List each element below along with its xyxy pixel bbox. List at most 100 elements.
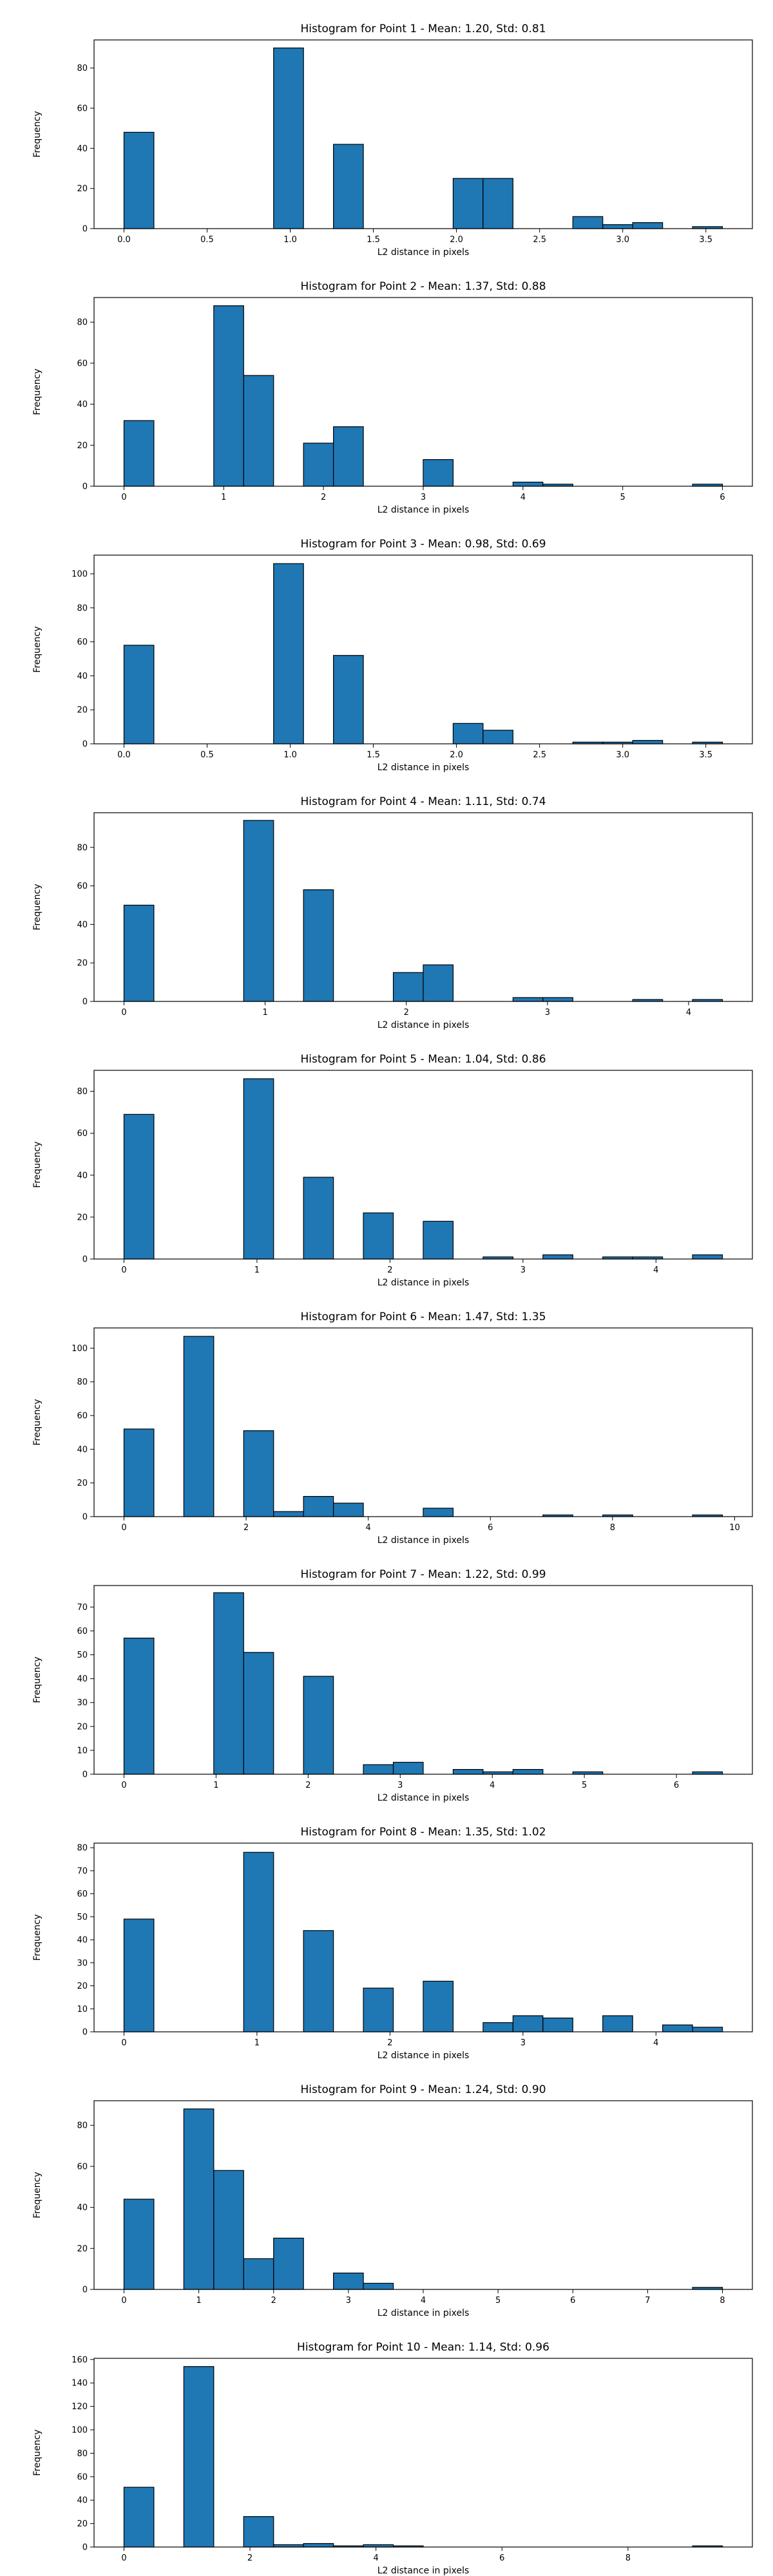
histogram-chart-2: Histogram for Point 2 - Mean: 1.37, Std:… bbox=[32, 280, 753, 515]
x-tick-label: 4 bbox=[520, 493, 526, 502]
histogram-bar bbox=[273, 563, 304, 744]
histogram-bar bbox=[542, 997, 573, 1002]
histogram-bar bbox=[123, 2486, 155, 2548]
x-tick-label: 3 bbox=[397, 1781, 403, 1790]
y-tick-label: 0 bbox=[82, 2543, 88, 2553]
histogram-chart-6: Histogram for Point 6 - Mean: 1.47, Std:… bbox=[32, 1311, 753, 1546]
x-tick-label: 3 bbox=[545, 1008, 550, 1018]
x-tick-label: 1.0 bbox=[283, 750, 297, 760]
x-tick-label: 3.5 bbox=[699, 750, 712, 760]
x-tick-label: 2.0 bbox=[450, 750, 463, 760]
histogram-bar bbox=[123, 1113, 155, 1260]
histogram-bar bbox=[273, 1511, 304, 1517]
histogram-chart-1: Histogram for Point 1 - Mean: 1.20, Std:… bbox=[32, 23, 753, 258]
histogram-bar bbox=[632, 222, 663, 229]
x-tick-label: 2 bbox=[247, 2553, 253, 2563]
y-tick-label: 80 bbox=[77, 603, 88, 613]
plot-frame bbox=[93, 1842, 753, 2032]
histogram-bar bbox=[692, 1254, 723, 1260]
x-tick-label: 8 bbox=[625, 2553, 631, 2563]
x-tick-label: 4 bbox=[374, 2553, 379, 2563]
histogram-bar bbox=[512, 2015, 544, 2032]
histogram-bar bbox=[512, 997, 544, 1002]
histogram-bar bbox=[333, 2272, 364, 2290]
x-tick-label: 7 bbox=[645, 2296, 650, 2306]
y-axis-label: Frequency bbox=[32, 1656, 43, 1703]
y-tick-label: 60 bbox=[77, 1412, 88, 1421]
y-tick-label: 80 bbox=[77, 1087, 88, 1097]
y-tick-label: 80 bbox=[77, 2449, 88, 2459]
x-tick-label: 2 bbox=[321, 493, 326, 502]
histogram-bar bbox=[333, 1502, 364, 1517]
x-axis-label: L2 distance in pixels bbox=[377, 1793, 470, 1803]
histogram-bar bbox=[482, 730, 513, 744]
x-tick-label: 3.0 bbox=[616, 235, 629, 245]
x-tick-label: 4 bbox=[653, 2038, 658, 2048]
histogram-bar bbox=[423, 964, 454, 1002]
y-tick-label: 20 bbox=[77, 441, 88, 451]
x-tick-label: 3.0 bbox=[616, 750, 629, 760]
y-tick-label: 0 bbox=[82, 740, 88, 750]
x-tick-label: 1 bbox=[254, 1265, 260, 1275]
x-tick-label: 0 bbox=[121, 1523, 126, 1533]
histogram-bar bbox=[123, 645, 155, 744]
x-tick-label: 6 bbox=[570, 2296, 575, 2306]
x-tick-label: 6 bbox=[499, 2553, 504, 2563]
x-tick-label: 4 bbox=[490, 1781, 495, 1790]
x-tick-label: 8 bbox=[610, 1523, 615, 1533]
x-tick-label: 1.5 bbox=[367, 750, 380, 760]
chart-title: Histogram for Point 5 - Mean: 1.04, Std:… bbox=[300, 1053, 546, 1066]
x-tick-label: 0.5 bbox=[200, 235, 214, 245]
y-tick-label: 80 bbox=[77, 318, 88, 328]
histogram-bar bbox=[423, 1508, 454, 1517]
y-tick-label: 60 bbox=[77, 882, 88, 891]
y-tick-label: 0 bbox=[82, 998, 88, 1007]
plot-frame bbox=[93, 554, 753, 744]
histogram-bar bbox=[183, 1336, 215, 1517]
histogram-bar bbox=[363, 1212, 394, 1260]
histogram-bar bbox=[213, 2170, 244, 2290]
histogram-bar bbox=[243, 375, 274, 487]
histogram-bar bbox=[123, 904, 155, 1002]
y-tick-label: 70 bbox=[77, 1603, 88, 1613]
histogram-bar bbox=[392, 972, 424, 1002]
histogram-bar bbox=[572, 216, 604, 229]
plot-frame bbox=[93, 812, 753, 1002]
x-tick-label: 2 bbox=[387, 2038, 392, 2048]
y-tick-label: 80 bbox=[77, 2121, 88, 2131]
histogram-bar bbox=[542, 2017, 573, 2032]
x-tick-label: 3 bbox=[346, 2296, 351, 2306]
x-tick-label: 4 bbox=[686, 1008, 691, 1018]
histogram-bar bbox=[123, 1637, 155, 1775]
x-tick-label: 0 bbox=[121, 1781, 126, 1790]
histogram-bar bbox=[512, 1768, 544, 1775]
y-axis-label: Frequency bbox=[32, 2172, 43, 2218]
y-tick-label: 40 bbox=[77, 1674, 88, 1684]
x-tick-label: 5 bbox=[495, 2296, 501, 2306]
histogram-bar bbox=[183, 2366, 215, 2548]
histogram-chart-3: Histogram for Point 3 - Mean: 0.98, Std:… bbox=[32, 538, 753, 773]
histogram-bar bbox=[273, 2237, 304, 2290]
y-tick-label: 120 bbox=[72, 2402, 88, 2412]
y-tick-label: 30 bbox=[77, 1958, 88, 1968]
histogram-bar bbox=[303, 889, 334, 1002]
x-tick-label: 0 bbox=[121, 2038, 126, 2048]
histogram-bar bbox=[243, 1078, 274, 1260]
chart-title: Histogram for Point 1 - Mean: 1.20, Std:… bbox=[300, 23, 546, 35]
y-tick-label: 10 bbox=[77, 2005, 88, 2014]
x-tick-label: 2.0 bbox=[450, 235, 463, 245]
x-tick-label: 3 bbox=[421, 493, 426, 502]
plot-frame bbox=[93, 1585, 753, 1775]
histogram-bar bbox=[692, 2027, 723, 2032]
histogram-bar bbox=[243, 1852, 274, 2032]
x-tick-label: 2 bbox=[271, 2296, 276, 2306]
x-tick-label: 1 bbox=[221, 493, 226, 502]
histogram-bar bbox=[602, 224, 633, 229]
bars bbox=[123, 1336, 723, 1517]
histogram-bar bbox=[243, 1430, 274, 1517]
y-tick-label: 60 bbox=[77, 2472, 88, 2482]
x-axis-label: L2 distance in pixels bbox=[377, 762, 470, 773]
y-tick-label: 50 bbox=[77, 1651, 88, 1660]
histogram-chart-9: Histogram for Point 9 - Mean: 1.24, Std:… bbox=[32, 2083, 753, 2318]
histogram-bar bbox=[273, 47, 304, 229]
